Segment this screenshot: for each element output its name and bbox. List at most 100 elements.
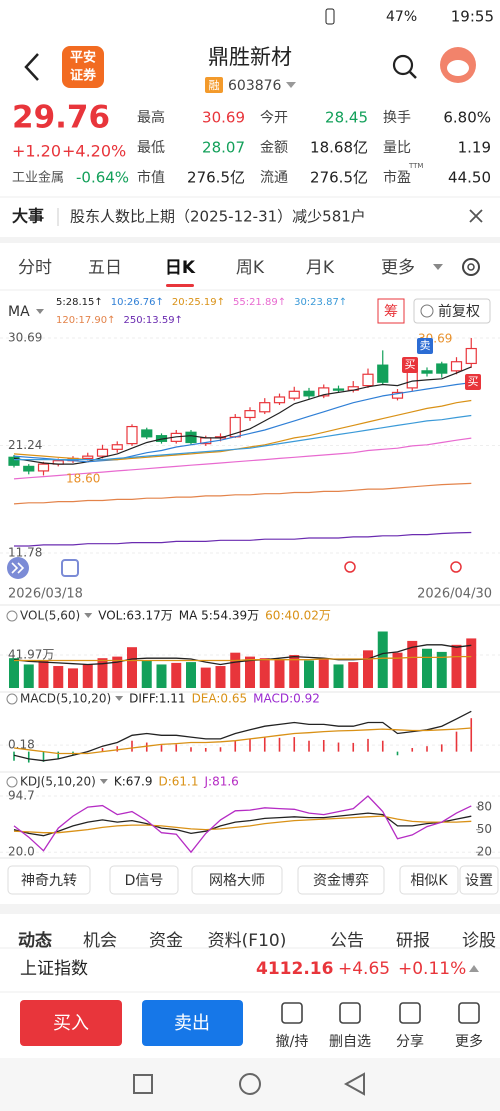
signal: 买	[468, 375, 479, 388]
news-text[interactable]: 股东人数比上期（2025-12-31）减少581户	[70, 208, 366, 226]
tool-label: 网格大师	[209, 873, 265, 889]
indicator-title[interactable]: MACD(5,10,20)	[20, 692, 111, 706]
tab[interactable]: 分时	[18, 258, 52, 278]
event-marker[interactable]	[450, 561, 462, 573]
y-tick-label: 21.24	[8, 438, 42, 452]
nav-bar	[0, 1058, 500, 1111]
tool-label: D信号	[125, 873, 164, 889]
volume-bar	[230, 652, 241, 688]
buy-button[interactable]	[20, 1000, 122, 1046]
signal: 买	[405, 358, 416, 371]
nav-home[interactable]	[239, 1073, 261, 1095]
bottom-tab[interactable]: 诊股	[462, 931, 496, 951]
field-value: 28.45	[325, 109, 368, 127]
change: +1.20	[12, 142, 61, 161]
legend-item: J:81.6	[203, 775, 238, 789]
action-icon[interactable]	[458, 1002, 480, 1024]
tool-button[interactable]	[399, 865, 459, 895]
ma-line	[13, 437, 472, 480]
tab[interactable]: 更多	[381, 258, 415, 278]
indicator-line	[13, 795, 472, 854]
tool-button[interactable]	[191, 865, 283, 895]
action-icon[interactable]	[399, 1002, 421, 1024]
candle-body	[303, 390, 315, 397]
action-icon[interactable]	[339, 1002, 361, 1024]
logo-line: 平安	[70, 50, 96, 66]
indicator-title[interactable]: VOL(5,60)	[20, 609, 80, 623]
candle-body	[244, 410, 256, 419]
legend-item: K:67.9	[114, 775, 153, 789]
candle-body	[259, 402, 271, 413]
event-marker[interactable]	[344, 561, 356, 573]
chips-button[interactable]	[377, 298, 405, 324]
ma-dropdown[interactable]	[36, 309, 44, 314]
bottom-tabs: 动态 机会 资金 资料(F10) 公告 研报 诊股	[18, 930, 496, 951]
badge-bg	[205, 77, 223, 93]
bottom-tab[interactable]: 公告	[330, 931, 364, 951]
ma-selector[interactable]: MA	[8, 304, 30, 320]
search-icon[interactable]	[392, 54, 414, 76]
volume-bar	[466, 638, 477, 688]
sell-label: 卖出	[174, 1013, 210, 1034]
adjust-button[interactable]	[413, 298, 491, 324]
index-expand[interactable]	[469, 965, 479, 972]
close-news[interactable]	[469, 209, 483, 223]
y-tick-label: 94.7	[8, 788, 35, 802]
signal: 卖	[420, 339, 431, 352]
spacer	[0, 237, 500, 243]
signal-box	[417, 338, 433, 354]
y-tick-label: 20.0	[8, 845, 35, 859]
tab[interactable]: 日K	[165, 258, 196, 278]
sector-change: -0.64%	[76, 169, 129, 187]
avatar-face	[447, 60, 469, 76]
tool-label: 相似K	[410, 873, 448, 889]
bottom-tab[interactable]: 资料(F10)	[208, 931, 287, 951]
sell-button[interactable]	[142, 1000, 243, 1046]
tab[interactable]: 月K	[306, 258, 335, 278]
field-value: 1.19	[458, 139, 491, 157]
volume-bar	[436, 651, 447, 688]
logo-line: 证券	[70, 68, 97, 84]
info-icon	[6, 610, 18, 622]
tool-button[interactable]	[7, 865, 91, 895]
candle-body	[37, 463, 50, 472]
info-icon	[420, 304, 434, 318]
battery-icon	[325, 8, 335, 25]
back-button[interactable]	[24, 53, 39, 81]
tab[interactable]: 周K	[236, 258, 265, 278]
more-dropdown[interactable]	[433, 264, 443, 270]
tab[interactable]: 五日	[88, 258, 122, 278]
settings-icon[interactable]	[462, 258, 480, 276]
candle-body	[8, 456, 20, 466]
bottom-tab[interactable]: 动态	[18, 930, 52, 951]
index-name[interactable]: 上证指数	[20, 959, 88, 979]
bottom-tab[interactable]: 研报	[396, 931, 430, 951]
indicator-line	[13, 812, 472, 837]
candle-body	[96, 448, 109, 457]
legend-item: MACD:0.92	[253, 692, 320, 706]
volume-bar	[215, 666, 226, 688]
legend-item: 250:13.59↑	[123, 315, 182, 326]
tool-button[interactable]	[297, 865, 385, 895]
dropdown[interactable]	[286, 82, 296, 88]
tool-button[interactable]	[109, 865, 179, 895]
bottom-tab[interactable]: 资金	[149, 931, 183, 951]
nav-back[interactable]	[343, 1072, 365, 1096]
indicator-title[interactable]: KDJ(5,10,20)	[20, 775, 96, 789]
bottom-tab[interactable]: 机会	[83, 931, 117, 951]
action-icon[interactable]	[281, 1002, 303, 1024]
volume-bar	[68, 668, 78, 688]
legend-item: 30:23.87↑	[294, 297, 347, 308]
tool-button[interactable]	[459, 865, 499, 895]
volume-bar	[141, 660, 152, 688]
index-pct: +0.11%	[398, 959, 466, 979]
sector: 工业金属	[12, 170, 64, 186]
nav-recent[interactable]	[133, 1074, 153, 1094]
field-label: 金额	[260, 140, 288, 156]
candle-body	[436, 363, 448, 374]
legend-item: 120:17.90↑	[56, 315, 115, 326]
fullscreen-icon[interactable]	[61, 559, 79, 577]
signal-box	[402, 357, 418, 373]
candle-body	[111, 444, 123, 450]
field-value: 276.5亿	[187, 169, 245, 187]
